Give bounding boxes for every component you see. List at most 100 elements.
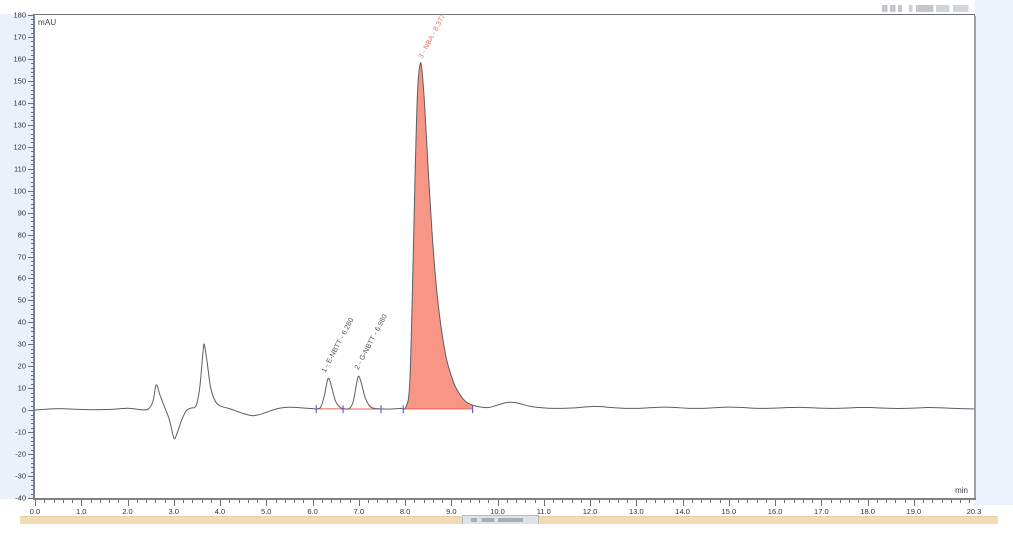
x-axis-minor-tick xyxy=(109,500,110,503)
x-axis-minor-tick xyxy=(183,500,185,503)
y-axis-tick-label: 20 xyxy=(17,361,26,371)
x-axis-major-tick xyxy=(590,500,592,506)
x-axis-tick-label: 4.0 xyxy=(214,507,226,516)
x-axis-tick-label: 14.0 xyxy=(675,507,690,516)
x-axis-minor-tick xyxy=(710,500,712,503)
y-axis-major-tick xyxy=(28,168,34,170)
y-axis-minor-tick xyxy=(31,155,34,157)
x-axis-major-tick xyxy=(775,500,777,506)
y-axis-minor-tick xyxy=(31,32,34,34)
x-axis-minor-tick xyxy=(923,500,925,503)
x-axis-minor-tick xyxy=(765,500,767,503)
x-axis-minor-tick xyxy=(664,500,666,503)
x-axis-minor-tick xyxy=(442,500,444,503)
x-axis-minor-tick xyxy=(691,500,693,503)
y-axis-minor-tick xyxy=(31,282,34,284)
x-axis-tick-label: 2.0 xyxy=(122,507,133,516)
y-axis-minor-tick xyxy=(31,181,34,183)
y-axis-minor-tick xyxy=(31,98,34,100)
y-axis-minor-tick xyxy=(31,260,34,262)
top-strip xyxy=(34,0,1013,14)
y-axis-major-tick xyxy=(28,388,34,390)
y-axis-major-tick xyxy=(28,15,34,16)
x-axis-minor-tick xyxy=(627,500,629,503)
x-axis-minor-tick xyxy=(812,500,814,503)
x-axis-major-tick xyxy=(451,500,453,506)
y-axis-minor-tick xyxy=(31,436,34,438)
y-axis-tick-label: 90 xyxy=(17,208,26,218)
x-axis-tick-label: 6.0 xyxy=(307,507,318,516)
x-axis-ticks: 0.0 1.0 2.0 3.0 4.0 5.0 6.0 7.0 8.0 9.0 10.0 11.0 12… xyxy=(0,500,1013,524)
y-axis-minor-tick xyxy=(31,313,34,315)
x-axis-minor-tick xyxy=(747,500,749,503)
y-axis-minor-tick xyxy=(31,309,34,311)
y-axis-tick-label: 170 xyxy=(13,32,26,42)
y-axis-minor-tick xyxy=(31,335,34,337)
x-axis-minor-tick xyxy=(321,500,323,503)
x-axis-minor-tick xyxy=(488,500,490,503)
y-axis-minor-tick xyxy=(31,173,34,175)
y-axis-major-tick xyxy=(28,190,34,192)
x-axis-minor-tick xyxy=(229,500,231,503)
uv-trace-line xyxy=(35,62,974,440)
x-axis-tick-label: 0.0 xyxy=(29,507,41,516)
y-axis-major-tick xyxy=(28,36,34,38)
x-axis-minor-tick xyxy=(414,500,416,503)
x-axis-minor-tick xyxy=(608,500,610,503)
x-axis-minor-tick xyxy=(331,500,333,503)
y-axis-line xyxy=(33,14,35,500)
y-axis-minor-tick xyxy=(31,23,34,25)
x-axis-minor-tick xyxy=(469,500,471,503)
y-axis-minor-tick xyxy=(31,427,34,429)
x-axis-minor-tick xyxy=(904,500,906,503)
x-axis-major-tick xyxy=(266,500,268,506)
y-axis-minor-tick xyxy=(31,203,34,205)
y-axis-minor-tick xyxy=(31,159,34,161)
x-axis-minor-tick xyxy=(534,500,536,503)
x-axis-minor-tick xyxy=(238,500,240,503)
x-axis-major-tick xyxy=(497,500,499,506)
y-axis-minor-tick xyxy=(31,45,34,47)
y-axis-major-tick xyxy=(28,432,34,434)
x-axis-major-tick xyxy=(728,500,730,506)
y-axis-major-tick xyxy=(28,366,34,368)
x-axis-tick-label: 3.0 xyxy=(168,507,179,516)
y-axis-major-tick xyxy=(28,124,34,126)
y-axis-minor-tick xyxy=(31,50,34,52)
y-axis-tick-label: 80 xyxy=(17,230,26,240)
y-axis-minor-tick xyxy=(31,339,34,341)
x-axis-minor-tick xyxy=(895,500,897,503)
y-axis-minor-tick xyxy=(31,331,34,333)
y-axis-major-tick xyxy=(28,300,34,302)
y-axis-major-tick xyxy=(28,278,34,280)
right-strip xyxy=(975,0,1013,505)
x-axis-minor-tick xyxy=(802,500,804,503)
x-axis-minor-tick xyxy=(210,500,212,503)
header-text-illegible xyxy=(882,5,972,12)
x-axis-minor-tick xyxy=(349,500,351,503)
x-axis-major-tick xyxy=(358,500,360,506)
x-axis-minor-tick xyxy=(932,500,934,503)
x-axis-tick-label: 1.0 xyxy=(76,507,87,516)
x-axis-tick-label: 7.0 xyxy=(353,507,364,516)
y-axis-minor-tick xyxy=(31,216,34,218)
y-axis-major-tick xyxy=(28,476,34,478)
y-axis-tick-label: 70 xyxy=(17,252,26,261)
y-axis-tick-label: 60 xyxy=(17,273,26,283)
x-axis-minor-tick xyxy=(960,500,962,503)
x-axis-minor-tick xyxy=(830,500,832,503)
x-axis-minor-tick xyxy=(645,500,647,503)
y-axis-major-tick xyxy=(28,498,34,499)
x-axis-minor-tick xyxy=(599,500,601,503)
x-axis-major-tick xyxy=(867,500,869,506)
x-axis-minor-tick xyxy=(368,500,370,503)
y-axis-minor-tick xyxy=(31,405,34,407)
y-axis-tick-label: 150 xyxy=(13,76,26,86)
y-axis-minor-tick xyxy=(31,76,34,78)
x-axis-major-tick xyxy=(913,500,915,506)
x-axis-minor-tick xyxy=(858,500,860,503)
x-axis-tick-label: 11.0 xyxy=(536,507,551,516)
y-axis-minor-tick xyxy=(31,357,34,359)
y-axis-minor-tick xyxy=(31,361,34,363)
y-axis-tick-label: -20 xyxy=(15,449,26,459)
